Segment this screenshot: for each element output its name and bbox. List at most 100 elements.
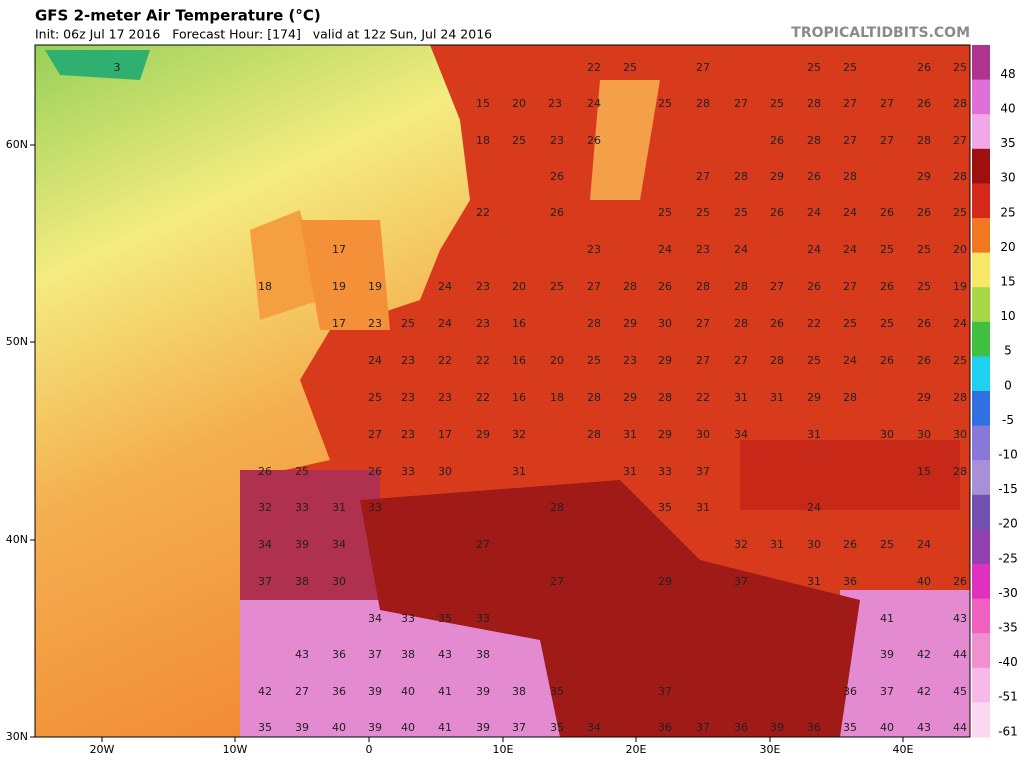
colorbar-label: 15: [1000, 275, 1015, 289]
lon-label: 0: [366, 743, 373, 756]
temp-label: 40: [917, 575, 931, 588]
temp-label: 29: [623, 317, 637, 330]
temp-label: 38: [512, 685, 526, 698]
temp-label: 39: [476, 685, 490, 698]
temp-label: 32: [734, 538, 748, 551]
temp-label: 35: [550, 721, 564, 734]
temp-label: 27: [295, 685, 309, 698]
colorbar-label: 5: [1004, 344, 1012, 358]
colorbar-swatch: [972, 79, 990, 115]
temp-label: 24: [587, 97, 601, 110]
temp-label: 20: [953, 243, 967, 256]
colorbar-label: -25: [998, 551, 1018, 565]
temp-label: 16: [512, 354, 526, 367]
temp-label: 33: [295, 501, 309, 514]
temp-label: 24: [807, 206, 821, 219]
temp-label: 44: [953, 721, 967, 734]
temp-label: 27: [880, 97, 894, 110]
temp-label: 29: [623, 391, 637, 404]
temp-label: 29: [917, 170, 931, 183]
temp-label: 20: [550, 354, 564, 367]
temp-label: 23: [401, 428, 415, 441]
temp-label: 39: [295, 538, 309, 551]
temp-label: 37: [512, 721, 526, 734]
temp-label: 26: [843, 538, 857, 551]
temp-label: 43: [953, 612, 967, 625]
temp-label: 28: [953, 97, 967, 110]
colorbar-label: -10: [998, 448, 1018, 462]
temp-label: 40: [401, 721, 415, 734]
temp-label: 22: [476, 206, 490, 219]
temp-label: 30: [332, 575, 346, 588]
temp-label: 33: [401, 465, 415, 478]
colorbar-label: -51: [998, 690, 1018, 704]
temp-label: 31: [332, 501, 346, 514]
colorbar-swatch: [972, 460, 990, 496]
temp-label: 28: [696, 280, 710, 293]
colorbar-swatch: [972, 45, 990, 81]
temp-label: 24: [953, 317, 967, 330]
colorbar-swatch: [972, 287, 990, 323]
temp-label: 36: [843, 575, 857, 588]
temp-label: 32: [512, 428, 526, 441]
temp-label: 23: [696, 243, 710, 256]
colorbar-label: -40: [998, 655, 1018, 669]
temp-label: 26: [368, 465, 382, 478]
temp-label: 26: [807, 280, 821, 293]
temp-label: 28: [843, 170, 857, 183]
temp-label: 28: [770, 354, 784, 367]
temp-label: 37: [696, 465, 710, 478]
temp-label: 18: [476, 134, 490, 147]
temp-label: 37: [880, 685, 894, 698]
brand: TROPICALTIDBITS.COM: [791, 25, 970, 41]
temp-label: 35: [438, 612, 452, 625]
temp-label: 42: [258, 685, 272, 698]
temp-label: 36: [332, 685, 346, 698]
temp-label: 28: [734, 317, 748, 330]
temp-label: 25: [658, 206, 672, 219]
temp-label: 28: [587, 317, 601, 330]
temp-label: 22: [807, 317, 821, 330]
colorbar-swatch: [972, 114, 990, 150]
temp-label: 26: [917, 61, 931, 74]
temp-label: 26: [953, 575, 967, 588]
temp-label: 20: [512, 97, 526, 110]
colorbar-swatch: [972, 252, 990, 288]
temp-label: 25: [368, 391, 382, 404]
temp-label: 25: [770, 97, 784, 110]
temp-label: 26: [917, 354, 931, 367]
temp-label: 31: [696, 501, 710, 514]
temp-label: 25: [917, 280, 931, 293]
colorbar-label: 25: [1000, 205, 1015, 219]
temp-label: 25: [587, 354, 601, 367]
temp-label: 22: [476, 354, 490, 367]
temp-label: 28: [696, 97, 710, 110]
temp-label: 40: [401, 685, 415, 698]
temp-label: 28: [953, 170, 967, 183]
temp-label: 28: [953, 465, 967, 478]
temp-label: 24: [807, 243, 821, 256]
colorbar-swatch: [972, 702, 990, 738]
temp-label: 28: [843, 391, 857, 404]
temp-label: 37: [658, 685, 672, 698]
temp-label: 36: [658, 721, 672, 734]
temp-label: 22: [476, 391, 490, 404]
lon-label: 10W: [223, 743, 248, 756]
colorbar-label: -5: [1002, 413, 1014, 427]
temp-label: 35: [658, 501, 672, 514]
temp-label: 25: [880, 538, 894, 551]
temp-label: 24: [917, 538, 931, 551]
temp-label: 24: [438, 280, 452, 293]
colorbar-swatch: [972, 564, 990, 600]
temp-label: 30: [807, 538, 821, 551]
colorbar-swatch: [972, 391, 990, 427]
temp-label: 23: [401, 354, 415, 367]
temp-label: 25: [843, 61, 857, 74]
temp-label: 22: [587, 61, 601, 74]
temp-label: 26: [917, 97, 931, 110]
temp-label: 33: [476, 612, 490, 625]
temp-label: 34: [258, 538, 272, 551]
temp-label: 25: [623, 61, 637, 74]
colorbar-swatch: [972, 667, 990, 703]
temp-label: 42: [917, 685, 931, 698]
